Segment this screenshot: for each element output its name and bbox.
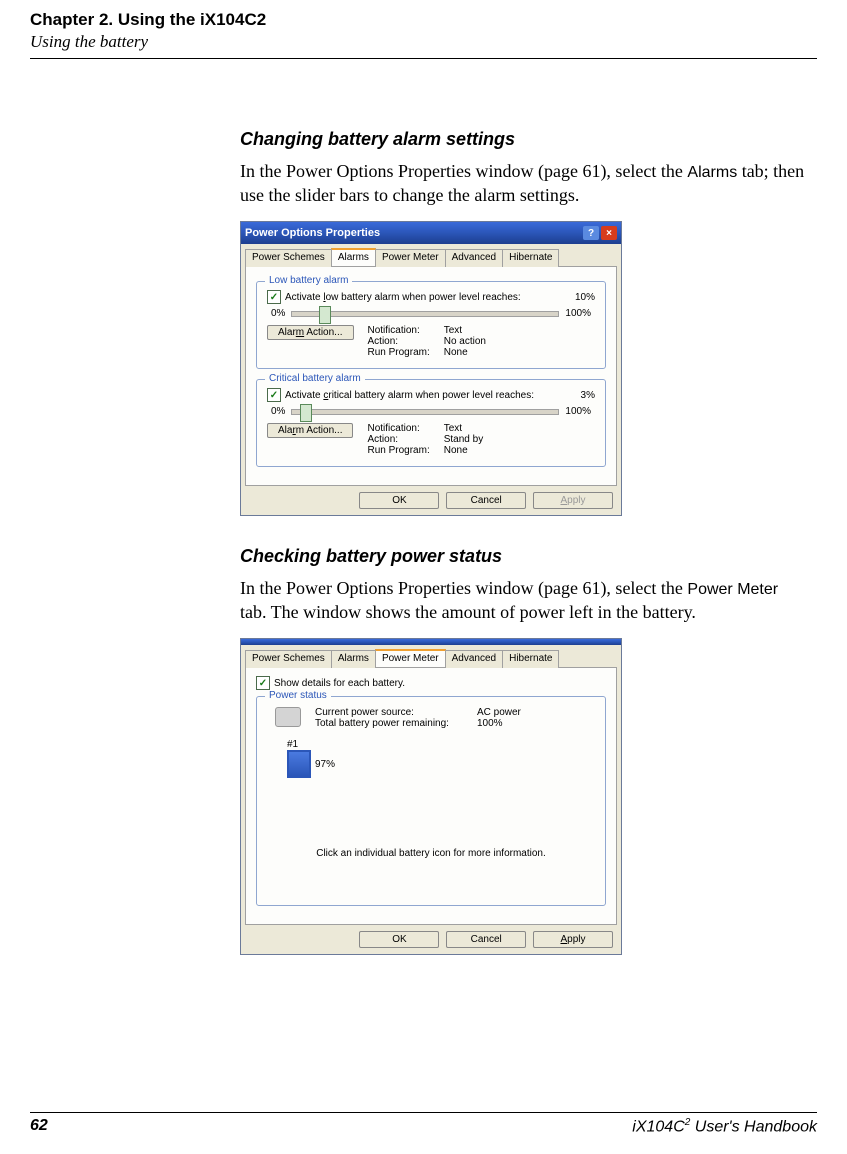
low-alarm-action-button[interactable]: Alarm Action...: [267, 325, 354, 340]
source-val: AC power: [477, 707, 521, 718]
page-header: Chapter 2. Using the iX104C2 Using the b…: [0, 0, 847, 56]
low-alarm-percent: 10%: [575, 292, 595, 303]
show-details-label: Show details for each battery.: [274, 678, 405, 689]
p1b: Alarms: [687, 164, 737, 181]
header-rule: [30, 58, 817, 59]
low-r2-v: None: [444, 347, 595, 358]
low-battery-group: Low battery alarm ✓ Activate low battery…: [256, 281, 606, 369]
power-status-row: Current power source: Total battery powe…: [275, 707, 587, 729]
crit-r1-l: Action:: [367, 434, 429, 445]
battery-hint: Click an individual battery icon for mor…: [267, 848, 595, 859]
dialog1-titlebar[interactable]: Power Options Properties ? ×: [241, 222, 621, 244]
crit-slider-row: 0% 100%: [271, 406, 591, 417]
battery-icon[interactable]: [287, 750, 311, 778]
low-group-title: Low battery alarm: [265, 275, 352, 286]
remaining-label: Total battery power remaining:: [315, 718, 449, 729]
crit-r0-v: Text: [444, 423, 595, 434]
battery-cell: #1 97%: [287, 739, 595, 778]
p2a: In the Power Options Properties window (…: [240, 578, 687, 598]
crit-alarm-action-button[interactable]: Alarm Action...: [267, 423, 353, 438]
cancel-button[interactable]: Cancel: [446, 492, 526, 509]
show-details-checkbox[interactable]: ✓: [256, 676, 270, 690]
tab-advanced[interactable]: Advanced: [445, 249, 503, 267]
section1-paragraph: In the Power Options Properties window (…: [240, 160, 807, 207]
battery-number: #1: [287, 739, 595, 750]
low-scale-min: 0%: [271, 308, 285, 319]
low-details: Alarm Action... Notification: Text Actio…: [267, 325, 595, 358]
p2c: tab. The window shows the amount of powe…: [240, 602, 696, 622]
tab-power-schemes[interactable]: Power Schemes: [245, 249, 332, 267]
low-slider-row: 0% 100%: [271, 308, 591, 319]
dialog1-title: Power Options Properties: [245, 227, 380, 239]
low-slider[interactable]: [291, 311, 559, 317]
low-alarm-checkbox[interactable]: ✓: [267, 290, 281, 304]
dialog1-panel: Low battery alarm ✓ Activate low battery…: [245, 266, 617, 486]
power-options-dialog-meter: Power Schemes Alarms Power Meter Advance…: [240, 638, 622, 955]
p1a: In the Power Options Properties window (…: [240, 161, 687, 181]
low-r1-v: No action: [444, 336, 595, 347]
source-label: Current power source:: [315, 707, 414, 718]
ok-button-2[interactable]: OK: [359, 931, 439, 948]
section2-paragraph: In the Power Options Properties window (…: [240, 577, 807, 624]
low-r0-l: Notification:: [368, 325, 430, 336]
dialog2-panel: ✓ Show details for each battery. Power s…: [245, 667, 617, 925]
close-button[interactable]: ×: [601, 226, 617, 240]
power-options-dialog-alarms: Power Options Properties ? × Power Schem…: [240, 221, 622, 516]
crit-slider-thumb[interactable]: [300, 404, 312, 422]
page-footer: 62 iX104C2 User's Handbook: [0, 1112, 847, 1136]
crit-scale-max: 100%: [565, 406, 591, 417]
dialog2-buttons: OK Cancel Apply: [241, 925, 621, 954]
crit-alarm-label: Activate critical battery alarm when pow…: [285, 390, 534, 401]
crit-r1-v: Stand by: [444, 434, 595, 445]
power-status-title: Power status: [265, 690, 331, 701]
low-slider-thumb[interactable]: [319, 306, 331, 324]
critical-battery-group: Critical battery alarm ✓ Activate critic…: [256, 379, 606, 467]
tab2-power-schemes[interactable]: Power Schemes: [245, 650, 332, 668]
battery-percent: 97%: [315, 759, 335, 770]
footer-title: iX104C2 User's Handbook: [48, 1117, 817, 1136]
crit-r2-v: None: [444, 445, 595, 456]
tab-alarms[interactable]: Alarms: [331, 248, 376, 266]
page-number: 62: [30, 1117, 48, 1136]
help-button[interactable]: ?: [583, 226, 599, 240]
crit-r2-l: Run Program:: [367, 445, 429, 456]
low-r0-v: Text: [444, 325, 595, 336]
ft-b: User's Handbook: [690, 1118, 817, 1135]
ok-button[interactable]: OK: [359, 492, 439, 509]
crit-r0-l: Notification:: [367, 423, 429, 434]
apply-button-2[interactable]: Apply: [533, 931, 613, 948]
ft-a: iX104C: [632, 1118, 684, 1135]
low-r2-l: Run Program:: [368, 347, 430, 358]
power-status-group: Power status Current power source: Total…: [256, 696, 606, 906]
footer-rule: [30, 1112, 817, 1113]
remaining-val: 100%: [477, 718, 503, 729]
content-area: Changing battery alarm settings In the P…: [240, 129, 807, 955]
crit-slider[interactable]: [291, 409, 559, 415]
chapter-title: Chapter 2. Using the iX104C2: [30, 10, 817, 30]
tab2-hibernate[interactable]: Hibernate: [502, 650, 559, 668]
section-subtitle: Using the battery: [30, 32, 817, 52]
crit-scale-min: 0%: [271, 406, 285, 417]
tab2-power-meter[interactable]: Power Meter: [375, 649, 446, 667]
tab-power-meter[interactable]: Power Meter: [375, 249, 446, 267]
crit-alarm-checkbox[interactable]: ✓: [267, 388, 281, 402]
dialog1-buttons: OK Cancel Apply: [241, 486, 621, 515]
low-alarm-label: Activate low battery alarm when power le…: [285, 292, 521, 303]
crit-alarm-percent: 3%: [581, 390, 595, 401]
plug-icon: [275, 707, 301, 727]
section-heading-alarm: Changing battery alarm settings: [240, 129, 807, 150]
tab2-advanced[interactable]: Advanced: [445, 650, 503, 668]
apply-button[interactable]: Apply: [533, 492, 613, 509]
section-heading-powermeter: Checking battery power status: [240, 546, 807, 567]
cancel-button-2[interactable]: Cancel: [446, 931, 526, 948]
crit-details: Alarm Action... Notification: Text Actio…: [267, 423, 595, 456]
crit-group-title: Critical battery alarm: [265, 373, 365, 384]
low-scale-max: 100%: [565, 308, 591, 319]
tab-hibernate[interactable]: Hibernate: [502, 249, 559, 267]
p2b: Power Meter: [687, 581, 778, 598]
dialog1-tabs: Power Schemes Alarms Power Meter Advance…: [245, 248, 617, 266]
tab2-alarms[interactable]: Alarms: [331, 650, 376, 668]
low-r1-l: Action:: [368, 336, 430, 347]
dialog2-tabs: Power Schemes Alarms Power Meter Advance…: [245, 649, 617, 667]
